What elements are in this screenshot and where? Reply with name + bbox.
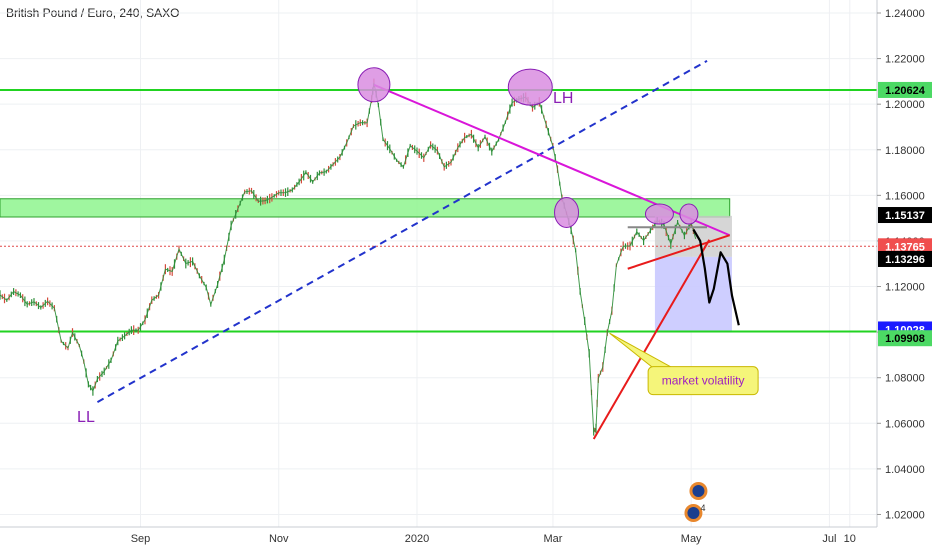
- time-tick-label: 10: [844, 533, 856, 545]
- highlight-circle[interactable]: [679, 203, 699, 225]
- label-lh: LH: [553, 90, 573, 107]
- highlight-circle[interactable]: [507, 68, 553, 106]
- label-ll: LL: [77, 409, 95, 426]
- price-tick-label: 1.20000: [885, 99, 925, 111]
- price-tick-label: 1.02000: [885, 509, 925, 521]
- price-tag[interactable]: [878, 81, 932, 98]
- highlight-circle[interactable]: [357, 67, 391, 103]
- price-tag[interactable]: [878, 330, 932, 347]
- annotations: LL LH market volatility: [77, 90, 759, 426]
- time-tick-label: Nov: [269, 533, 289, 545]
- highlight-circle[interactable]: [554, 196, 580, 228]
- time-tick-label: Mar: [543, 533, 562, 545]
- price-tag-label: 1.15137: [885, 210, 925, 222]
- eu-flag-icon: [687, 507, 700, 519]
- take-profit-box: [654, 256, 732, 332]
- price-tag-label: 1.20624: [885, 85, 926, 97]
- time-tick-label: May: [681, 533, 702, 545]
- event-badges[interactable]: 4: [684, 482, 708, 522]
- price-tag-label: 1.09908: [885, 333, 925, 345]
- price-tick-label: 1.24000: [885, 8, 925, 20]
- price-tick-label: 1.22000: [885, 54, 925, 66]
- price-tick-label: 1.18000: [885, 145, 925, 157]
- rising-trend-line[interactable]: [96, 59, 708, 403]
- grid: [0, 0, 877, 527]
- price-axis[interactable]: 1.240001.220001.200001.180001.160001.140…: [876, 0, 932, 550]
- callout-pointer: [609, 332, 675, 370]
- price-tag-label: 1.13765: [885, 241, 925, 253]
- price-tag-label: 1.13296: [885, 254, 925, 266]
- event-badge-count: 4: [700, 503, 705, 513]
- time-axis[interactable]: Sep Nov 2020 Mar May Jul 10: [0, 526, 877, 545]
- supply-zone: [0, 198, 731, 218]
- price-tag[interactable]: [878, 207, 932, 224]
- projection-path[interactable]: [692, 228, 740, 326]
- drawings[interactable]: [96, 59, 740, 440]
- callout-text: market volatility: [662, 374, 745, 388]
- price-tag[interactable]: [878, 238, 932, 255]
- highlight-circle[interactable]: [644, 203, 674, 225]
- price-tick-label: 1.06000: [885, 418, 925, 430]
- price-tag[interactable]: [878, 250, 932, 267]
- red-trend-line[interactable]: [592, 239, 711, 440]
- price-series: [0, 78, 697, 436]
- price-tick-label: 1.04000: [885, 464, 925, 476]
- price-line: [0, 82, 697, 433]
- price-tick-label: 1.08000: [885, 373, 925, 385]
- time-tick-label: Jul: [822, 533, 836, 545]
- price-tick-label: 1.16000: [885, 190, 925, 202]
- red-trend-line[interactable]: [627, 234, 731, 270]
- time-tick-label: 2020: [405, 533, 429, 545]
- zones: [0, 198, 732, 332]
- callout-box: [647, 366, 759, 396]
- eu-flag-icon: [692, 485, 705, 497]
- horizontal-levels[interactable]: [0, 88, 877, 333]
- price-tick-label: 1.12000: [885, 282, 925, 294]
- time-tick-label: Sep: [131, 533, 151, 545]
